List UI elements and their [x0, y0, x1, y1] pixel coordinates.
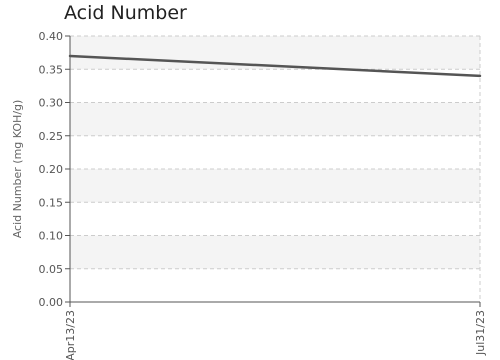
y-tick-label: 0.15 [39, 196, 64, 209]
grid-band [70, 169, 480, 203]
y-tick-label: 0.35 [39, 63, 64, 76]
grid-band [70, 36, 480, 70]
chart-title: Acid Number [64, 2, 187, 24]
y-tick-label: 0.05 [39, 263, 64, 276]
y-tick-label: 0.25 [39, 130, 64, 143]
y-tick-label: 0.10 [39, 230, 64, 243]
series-line [68, 54, 482, 78]
series-lines [68, 54, 482, 78]
x-tick-label: Apr13/23 [64, 310, 77, 360]
grid-bands [70, 36, 480, 269]
x-tick-label: Jul31/23 [474, 310, 487, 356]
axes [65, 35, 481, 307]
y-tick-label: 0.40 [39, 30, 64, 43]
grid-band [70, 235, 480, 269]
grid-band [70, 102, 480, 136]
x-tick-labels: Apr13/23 Jul31/23 [64, 310, 487, 360]
y-tick-label: 0.00 [39, 296, 64, 309]
y-axis-label: Acid Number (mg KOH/g) [11, 100, 24, 239]
y-tick-labels: 0.00 0.05 0.10 0.15 0.20 0.25 0.30 0.35 0.40 [39, 30, 64, 309]
y-tick-label: 0.20 [39, 163, 64, 176]
y-tick-label: 0.30 [39, 97, 64, 110]
